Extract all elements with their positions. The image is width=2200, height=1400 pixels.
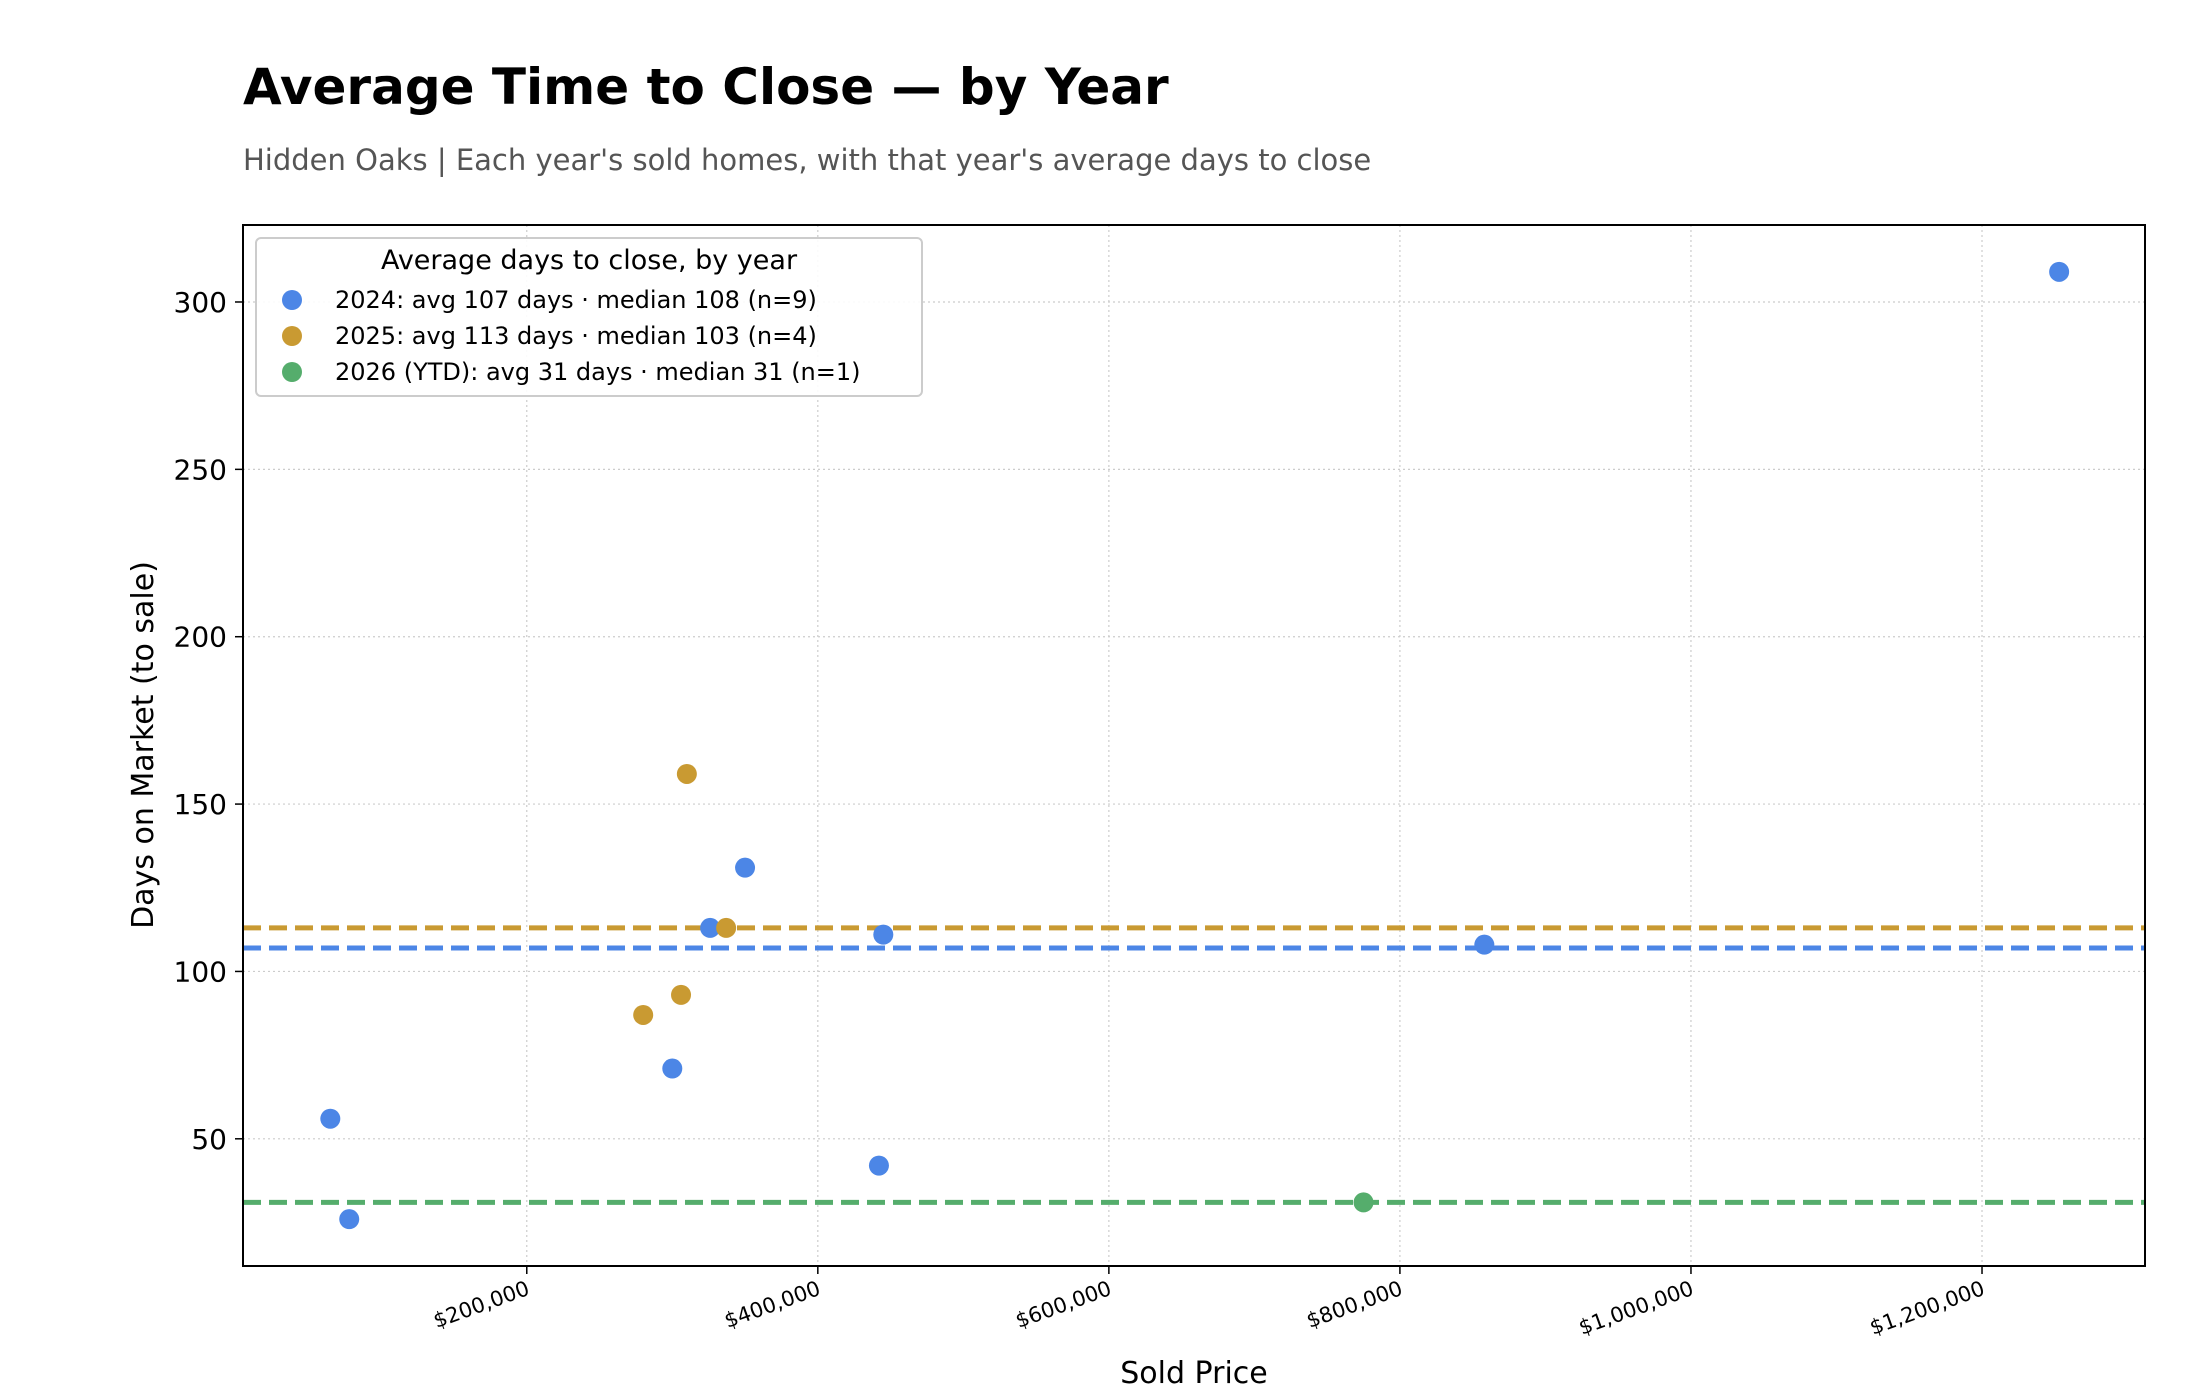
data-point: [868, 1155, 889, 1176]
x-tick-label: $400,000: [721, 1276, 823, 1333]
y-tick-label: 300: [174, 286, 227, 319]
plot-frame: [242, 224, 2146, 1267]
data-point: [339, 1209, 360, 1230]
average-lines-layer: [243, 925, 2145, 1205]
data-point: [735, 857, 756, 878]
y-tick-label: 50: [191, 1123, 227, 1156]
legend-box: [255, 237, 923, 397]
points-layer: [320, 261, 2070, 1230]
legend-entry-label: 2026 (YTD): avg 31 days · median 31 (n=1…: [335, 358, 861, 386]
y-axis-ticks: 50 100 150 200 250 300: [174, 286, 243, 1156]
legend-marker: [282, 362, 302, 382]
data-point: [1474, 934, 1495, 955]
data-point: [700, 917, 721, 938]
x-tick-label: $1,200,000: [1867, 1276, 1988, 1340]
x-axis-label: Sold Price: [1120, 1356, 1268, 1391]
legend: Average days to close, by year 2024: avg…: [255, 237, 923, 397]
x-tick-label: $200,000: [430, 1276, 532, 1333]
data-point: [671, 984, 692, 1005]
data-point: [2049, 261, 2070, 282]
y-tick-label: 200: [174, 621, 227, 654]
x-axis-ticks: $200,000 $400,000 $600,000 $800,000 $1,000,0…: [430, 1266, 1988, 1340]
data-point: [873, 924, 894, 945]
chart-subtitle: Hidden Oaks | Each year's sold homes, wi…: [243, 143, 1372, 177]
legend-marker: [282, 290, 302, 310]
legend-entry-label: 2024: avg 107 days · median 108 (n=9): [335, 286, 817, 314]
y-tick-label: 100: [174, 955, 227, 988]
x-tick-label: $800,000: [1303, 1276, 1405, 1333]
legend-marker: [282, 326, 302, 346]
data-point: [633, 1004, 654, 1025]
data-point: [662, 1058, 683, 1079]
y-axis-label: Days on Market (to sale): [126, 561, 161, 929]
chart-title: Average Time to Close — by Year: [243, 58, 1169, 116]
data-point: [1353, 1192, 1374, 1213]
y-tick-label: 150: [174, 788, 227, 821]
x-tick-label: $1,000,000: [1575, 1276, 1696, 1340]
x-tick-label: $600,000: [1012, 1276, 1114, 1333]
data-point: [320, 1108, 341, 1129]
data-point: [676, 763, 697, 784]
data-point: [716, 917, 737, 938]
y-tick-label: 250: [174, 453, 227, 486]
legend-title: Average days to close, by year: [381, 245, 798, 276]
legend-entry-label: 2025: avg 113 days · median 103 (n=4): [335, 322, 817, 350]
